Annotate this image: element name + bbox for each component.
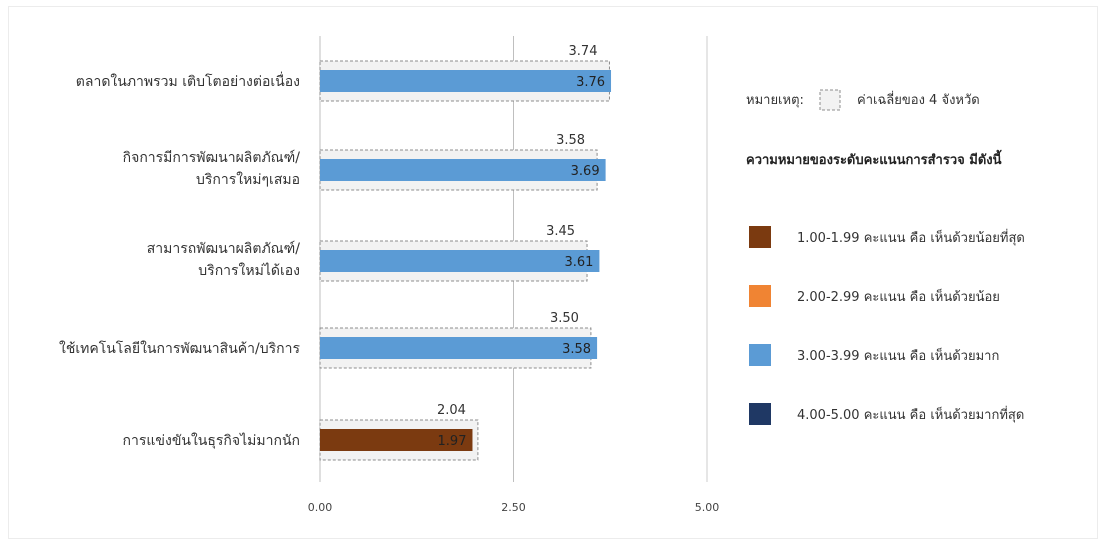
value-label: 3.58	[562, 342, 591, 357]
legend-item-label: 2.00-2.99 คะแนน คือ เห็นด้วยน้อย	[797, 287, 1000, 305]
legend-swatch	[749, 226, 771, 248]
x-tick-label: 5.00	[695, 501, 720, 514]
legend-note-label: หมายเหตุ:	[746, 93, 804, 108]
x-tick-label: 2.50	[501, 501, 526, 514]
value-label: 3.69	[571, 164, 600, 179]
bar	[320, 429, 473, 451]
bar	[320, 70, 612, 92]
value-label: 3.76	[576, 75, 605, 90]
legend-swatch	[749, 344, 771, 366]
bar	[320, 337, 598, 359]
x-tick-label: 0.00	[308, 501, 333, 514]
category-label: การแข่งขันในธุรกิจไม่มากนัก	[123, 432, 300, 449]
average-swatch	[819, 89, 841, 111]
average-label: 3.58	[556, 133, 585, 148]
average-label: 3.50	[550, 311, 579, 326]
bar	[320, 159, 606, 181]
legend-item-label: 4.00-5.00 คะแนน คือ เห็นด้วยมากที่สุด	[797, 405, 1024, 423]
category-label: สามารถพัฒนาผลิตภัณฑ์/	[147, 240, 301, 257]
category-label: ใช้เทคโนโลยีในการพัฒนาสินค้า/บริการ	[59, 340, 300, 357]
legend-swatch	[749, 403, 771, 425]
legend-note-text: ค่าเฉลี่ยของ 4 จังหวัด	[857, 91, 980, 108]
category-label: บริการใหม่ได้เอง	[198, 262, 300, 279]
average-label: 2.04	[437, 403, 466, 418]
category-label: บริการใหม่ๆเสมอ	[196, 171, 300, 188]
legend-item-label: 1.00-1.99 คะแนน คือ เห็นด้วยน้อยที่สุด	[797, 228, 1025, 246]
legend-item-label: 3.00-3.99 คะแนน คือ เห็นด้วยมาก	[797, 346, 999, 364]
average-label: 3.45	[546, 224, 575, 239]
value-label: 1.97	[438, 434, 467, 449]
legend-swatch	[749, 285, 771, 307]
category-label: กิจการมีการพัฒนาผลิตภัณฑ์/	[123, 149, 301, 166]
bar	[320, 250, 600, 272]
average-label: 3.74	[569, 44, 598, 59]
value-label: 3.61	[564, 255, 593, 270]
legend-title: ความหมายของระดับคะแนนการสำรวจ มีดังนี้	[746, 149, 1002, 168]
category-label: ตลาดในภาพรวม เติบโตอย่างต่อเนื่อง	[76, 72, 300, 90]
